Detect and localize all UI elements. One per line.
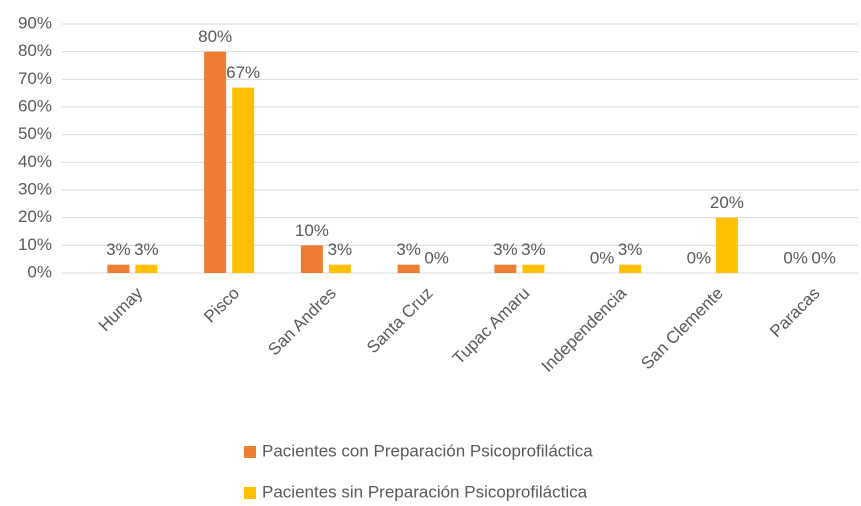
y-tick-label: 50%	[18, 124, 52, 143]
legend-label: Pacientes con Preparación Psicoprofiláct…	[262, 441, 593, 460]
y-tick-label: 0%	[27, 262, 52, 281]
data-label: 3%	[618, 240, 643, 259]
legend-label: Pacientes sin Preparación Psicoprofiláct…	[262, 482, 588, 501]
legend-swatch	[244, 487, 256, 499]
y-tick-label: 10%	[18, 235, 52, 254]
data-label: 10%	[295, 221, 329, 240]
legend-swatch	[244, 446, 256, 458]
bar	[232, 87, 255, 273]
bar	[522, 264, 545, 273]
x-tick-label: Paracas	[766, 284, 824, 342]
bar	[619, 264, 642, 273]
x-tick-label: Tupac Amaru	[449, 284, 533, 368]
bar	[204, 51, 227, 273]
bar	[715, 217, 738, 273]
x-tick-label: Pisco	[200, 284, 243, 327]
y-tick-label: 30%	[18, 179, 52, 198]
bar	[328, 264, 351, 273]
y-tick-label: 60%	[18, 96, 52, 115]
data-label: 3%	[328, 240, 353, 259]
y-tick-label: 80%	[18, 41, 52, 60]
x-tick-label: Independencia	[538, 283, 631, 376]
data-label: 80%	[198, 27, 232, 46]
x-tick-label: Santa Cruz	[363, 284, 437, 358]
x-tick-label: San Andres	[264, 284, 340, 360]
data-label: 3%	[493, 240, 518, 259]
data-label: 20%	[710, 193, 744, 212]
data-label: 67%	[226, 63, 260, 82]
y-tick-label: 40%	[18, 152, 52, 171]
bar	[397, 264, 420, 273]
data-label: 3%	[396, 240, 421, 259]
data-label: 0%	[687, 248, 712, 267]
x-tick-label: Humay	[95, 283, 147, 335]
data-label: 0%	[424, 248, 449, 267]
data-label: 3%	[134, 240, 159, 259]
x-tick-label: San Clemente	[637, 284, 727, 374]
y-tick-label: 70%	[18, 69, 52, 88]
data-label: 0%	[811, 248, 836, 267]
y-tick-label: 20%	[18, 207, 52, 226]
data-label: 0%	[783, 248, 808, 267]
data-label: 0%	[590, 248, 615, 267]
bar	[300, 245, 323, 273]
data-label: 3%	[521, 240, 546, 259]
data-label: 3%	[106, 240, 131, 259]
bar	[494, 264, 517, 273]
y-tick-label: 90%	[18, 13, 52, 32]
bar	[107, 264, 130, 273]
bar	[135, 264, 158, 273]
